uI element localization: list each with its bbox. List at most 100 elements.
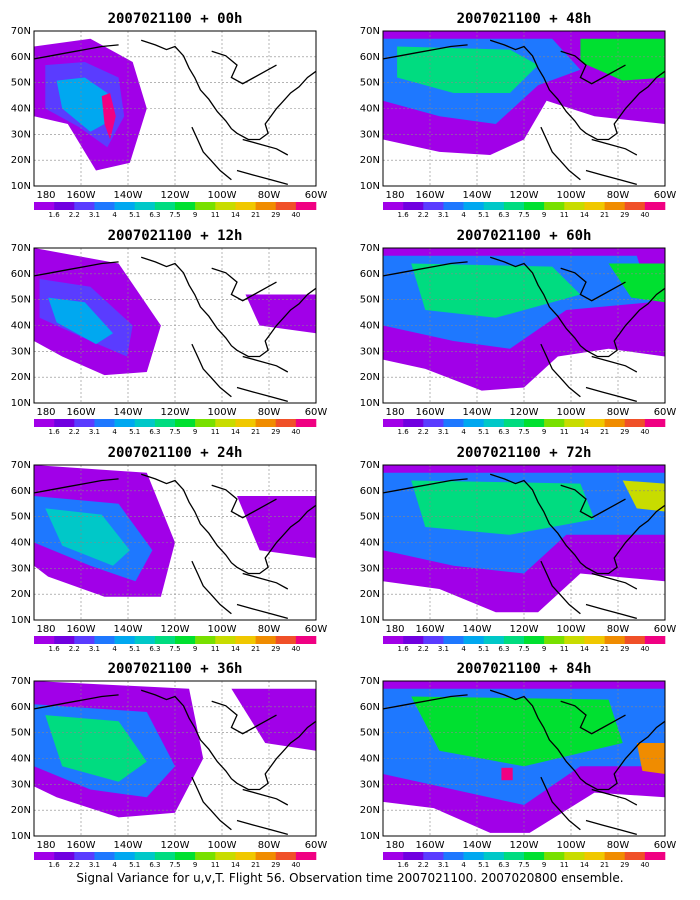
colorbar-label: 11 — [560, 645, 569, 653]
colorbar-swatch — [74, 419, 95, 427]
colorbar-swatch — [215, 636, 236, 644]
latitude-label: 20N — [11, 805, 31, 816]
longitude-label: 160W — [416, 407, 445, 418]
colorbar-label: 7.5 — [169, 211, 180, 219]
latitude-label: 20N — [360, 372, 380, 383]
latitude-label: 30N — [11, 563, 31, 574]
colorbar-swatch — [423, 202, 444, 210]
panel-title: 2007021100 + 24h — [108, 445, 243, 461]
coastline — [140, 473, 316, 575]
panel-title: 2007021100 + 00h — [108, 11, 243, 27]
colorbar-swatch — [644, 636, 666, 644]
colorbar-label: 14 — [231, 211, 240, 219]
longitude-label: 140W — [114, 190, 143, 201]
variance-contour — [608, 263, 665, 303]
colorbar-label: 4 — [112, 645, 117, 653]
latitude-label: 40N — [360, 104, 380, 115]
variance-contour — [411, 696, 623, 767]
colorbar-swatch — [215, 852, 236, 860]
coastlines — [34, 256, 316, 403]
colorbar-label: 21 — [251, 861, 260, 869]
coastline — [540, 560, 581, 615]
colorbar-swatch — [275, 202, 297, 210]
graticule — [34, 31, 316, 186]
latitude-label: 60N — [11, 269, 31, 280]
coastline — [191, 343, 232, 398]
colorbar-swatch — [564, 202, 585, 210]
coastline — [560, 267, 626, 302]
colorbar-swatch — [154, 636, 176, 644]
latitude-label: 60N — [360, 269, 380, 280]
colorbar: 1.6 2.2 3.1 4 5.1 6.3 7.5 9 11 14 21 29 40 — [34, 419, 317, 436]
longitude-label: 100W — [208, 624, 237, 635]
colorbar-label: 29 — [620, 428, 629, 436]
colorbar-label: 14 — [231, 428, 240, 436]
variance-field — [34, 465, 316, 597]
variance-contour — [636, 743, 665, 774]
coastline — [242, 138, 289, 156]
colorbar-label: 5.1 — [478, 645, 489, 653]
colorbar-swatch — [74, 636, 95, 644]
colorbar-label: 9 — [542, 645, 546, 653]
colorbar-swatch — [134, 852, 156, 860]
colorbar-swatch — [114, 852, 136, 860]
colorbar-label: 21 — [600, 428, 609, 436]
colorbar-swatch — [624, 636, 646, 644]
colorbar-swatch — [275, 636, 297, 644]
coastline — [191, 776, 232, 831]
latitude-label: 50N — [360, 295, 380, 306]
coastline — [211, 50, 277, 85]
map-frame — [33, 247, 317, 404]
coastline — [242, 788, 289, 806]
latitude-label: 50N — [360, 728, 380, 739]
colorbar-swatch — [524, 852, 545, 860]
colorbar-label: 5.1 — [478, 211, 489, 219]
coastlines — [383, 39, 665, 186]
panel-title: 2007021100 + 60h — [457, 228, 592, 244]
coastline — [140, 256, 316, 358]
longitude-label: 80W — [258, 190, 281, 201]
colorbar-swatch — [175, 636, 196, 644]
colorbar-swatch — [443, 419, 464, 427]
colorbar-swatch — [175, 852, 196, 860]
latitude-label: 40N — [11, 538, 31, 549]
variance-contour — [622, 480, 665, 512]
coastline — [140, 39, 316, 141]
colorbar-swatch — [403, 636, 424, 644]
variance-contour — [397, 46, 539, 93]
colorbar-label: 40 — [291, 211, 300, 219]
colorbar: 1.6 2.2 3.1 4 5.1 6.3 7.5 9 11 14 21 29 40 — [34, 852, 317, 869]
colorbar-label: 7.5 — [169, 428, 180, 436]
coastline — [242, 355, 289, 373]
latitude-label: 30N — [11, 346, 31, 357]
colorbar-label: 7.5 — [518, 645, 529, 653]
longitude-label: 160W — [67, 407, 96, 418]
longitude-label: 180 — [385, 190, 404, 201]
colorbar-label: 11 — [211, 428, 220, 436]
colorbar-label: 2.2 — [69, 428, 80, 436]
colorbar-swatch — [503, 636, 525, 644]
longitude-label: 160W — [67, 840, 96, 851]
coastline — [585, 603, 637, 620]
latitude-label: 10N — [360, 398, 380, 409]
colorbar-label: 6.3 — [149, 645, 160, 653]
map-area: 70N 60N 50N 40N 30N 20N 10N 180 160W 140W 120W 100W… — [360, 460, 677, 635]
latitude-label: 10N — [11, 615, 31, 626]
colorbar-swatch — [604, 202, 626, 210]
longitude-label: 140W — [463, 840, 492, 851]
colorbar-swatch — [644, 852, 666, 860]
graticule — [383, 248, 665, 403]
latitude-label: 60N — [11, 702, 31, 713]
colorbar-label: 5.1 — [129, 645, 140, 653]
coastline — [591, 355, 638, 373]
colorbar-swatch — [134, 419, 156, 427]
colorbar-label: 2.2 — [418, 211, 429, 219]
map-area: 70N 60N 50N 40N 30N 20N 10N 180 160W 140W 120W 100W… — [11, 26, 328, 201]
colorbar-label: 11 — [560, 211, 569, 219]
colorbar-label: 6.3 — [498, 645, 509, 653]
colorbar-label: 6.3 — [149, 428, 160, 436]
colorbar-label: 21 — [251, 428, 260, 436]
colorbar-label: 29 — [271, 861, 280, 869]
colorbar-label: 2.2 — [418, 861, 429, 869]
colorbar-swatch — [544, 852, 565, 860]
